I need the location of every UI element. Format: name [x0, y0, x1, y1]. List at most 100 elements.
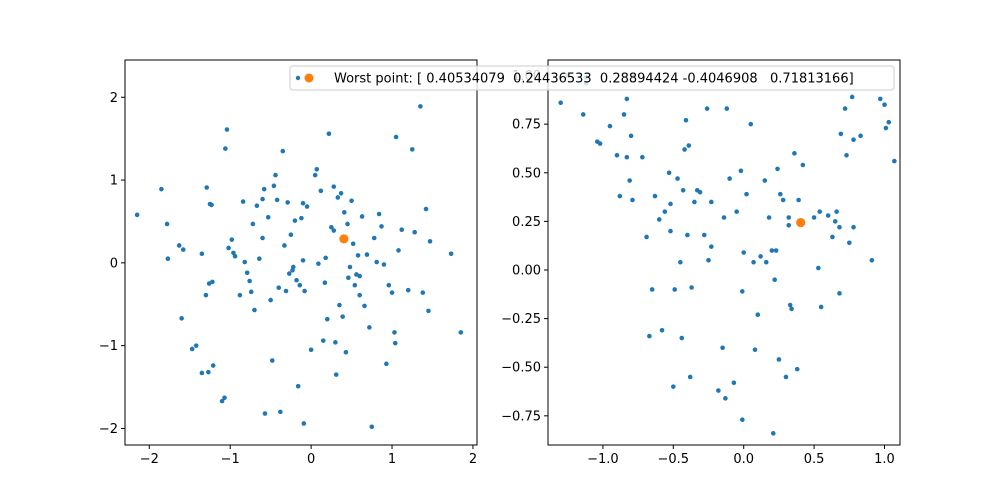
right-sample-point-100	[851, 224, 856, 230]
left-sample-point-5	[180, 247, 186, 252]
left-sample-point-12	[206, 369, 211, 375]
right-sample-point-60	[748, 121, 754, 127]
left-sample-point-9	[199, 370, 205, 376]
left-sample-point-76	[333, 372, 339, 377]
right-sample-point-2	[580, 112, 586, 117]
left-sample-point-106	[392, 340, 398, 346]
right-sample-point-34	[682, 147, 687, 152]
right-ytick-label-4: 0.25	[512, 215, 541, 230]
right-sample-point-92	[837, 224, 842, 230]
right-sample-point-76	[783, 374, 789, 380]
left-sample-point-111	[409, 147, 415, 152]
left-sample-point-112	[412, 229, 417, 235]
right-sample-point-95	[842, 106, 848, 111]
left-sample-point-120	[331, 228, 337, 233]
left-sample-point-20	[222, 395, 227, 401]
right-sample-point-101	[858, 133, 863, 139]
left-xtick-label-3: 1	[388, 452, 396, 467]
right-sample-point-33	[680, 187, 686, 193]
left-sample-point-21	[223, 146, 228, 151]
right-sample-point-36	[685, 232, 690, 238]
left-scatter-plot: −2 −1 0 1 2 −2 −1 0 1 2	[99, 59, 478, 467]
left-sample-point-47	[278, 409, 283, 415]
left-sample-point-103	[386, 282, 392, 288]
right-sample-point-73	[776, 357, 782, 362]
right-sample-point-69	[770, 431, 776, 436]
left-sample-point-70	[323, 255, 328, 261]
left-sample-point-123	[291, 264, 296, 270]
right-sample-point-48	[720, 345, 725, 351]
left-sample-point-63	[300, 258, 306, 263]
left-sample-point-46	[276, 285, 282, 290]
left-sample-point-101	[381, 262, 387, 267]
left-sample-point-82	[343, 349, 349, 355]
left-sample-point-83	[345, 221, 350, 227]
right-sample-point-81	[794, 366, 800, 372]
right-sample-point-85	[816, 265, 821, 271]
right-sample-point-40	[692, 199, 697, 205]
left-sample-point-53	[288, 232, 294, 237]
left-sample-point-37	[260, 196, 265, 202]
left-sample-point-19	[219, 398, 225, 404]
right-sample-point-87	[818, 304, 824, 310]
right-sample-point-25	[666, 170, 672, 176]
right-sample-point-96	[844, 152, 849, 158]
left-sample-point-72	[326, 131, 332, 136]
right-sample-point-43	[701, 232, 707, 238]
right-sample-point-88	[825, 213, 831, 218]
right-ytick-label-0: −0.75	[501, 409, 541, 424]
left-sample-point-22	[224, 127, 230, 132]
right-sample-point-20	[649, 287, 655, 292]
right-sample-point-94	[838, 131, 844, 137]
left-sample-point-28	[240, 199, 246, 204]
right-sample-point-67	[766, 215, 772, 220]
left-sample-point-85	[347, 264, 353, 270]
left-sample-point-93	[362, 303, 367, 309]
right-sample-point-109	[786, 222, 792, 228]
left-worst-point-marker	[339, 234, 349, 244]
left-sample-point-124	[357, 273, 362, 279]
right-sample-point-80	[792, 151, 797, 156]
right-sample-point-39	[689, 285, 694, 290]
right-sample-point-24	[662, 209, 668, 214]
left-sample-point-122	[322, 280, 328, 286]
right-xtick-label-3: 0.5	[804, 452, 825, 467]
left-sample-point-60	[300, 200, 306, 206]
right-sample-point-45	[706, 257, 711, 263]
left-sample-point-35	[254, 203, 260, 209]
left-sample-point-104	[389, 290, 395, 295]
left-sample-point-0	[134, 212, 140, 218]
left-sample-point-73	[329, 224, 334, 230]
left-sample-point-88	[352, 282, 358, 288]
right-sample-point-58	[741, 250, 747, 255]
right-sample-point-86	[817, 209, 823, 214]
left-axes-frame	[124, 59, 478, 446]
left-sample-point-27	[237, 292, 243, 298]
right-sample-point-84	[811, 215, 817, 220]
left-sample-point-117	[427, 239, 433, 244]
left-sample-point-48	[280, 148, 286, 154]
right-sample-point-71	[773, 248, 779, 253]
right-ytick-label-6: 0.75	[512, 118, 541, 133]
right-xtick-label-4: 1.0	[874, 452, 895, 467]
right-sample-point-78	[787, 302, 793, 308]
left-sample-point-69	[320, 338, 326, 343]
left-sample-point-7	[189, 346, 195, 352]
left-sample-point-109	[399, 227, 405, 233]
right-sample-point-91	[834, 209, 839, 214]
left-sample-point-75	[333, 340, 338, 345]
left-sample-point-98	[374, 259, 379, 265]
left-sample-point-44	[273, 172, 278, 178]
left-ytick-label-1: −1	[99, 339, 118, 354]
right-sample-point-21	[652, 193, 658, 199]
left-axis-ticks: −2 −1 0 1 2 −2 −1 0 1 2	[99, 91, 477, 467]
left-ytick-label-0: −2	[99, 422, 118, 437]
right-ytick-label-2: −0.25	[501, 312, 541, 327]
left-sample-point-95	[367, 325, 372, 330]
left-sample-point-3	[165, 256, 171, 262]
right-sample-point-35	[683, 117, 689, 123]
right-sample-point-62	[752, 347, 758, 353]
right-points	[558, 73, 897, 436]
right-sample-point-30	[675, 176, 680, 181]
left-sample-point-24	[229, 237, 235, 242]
